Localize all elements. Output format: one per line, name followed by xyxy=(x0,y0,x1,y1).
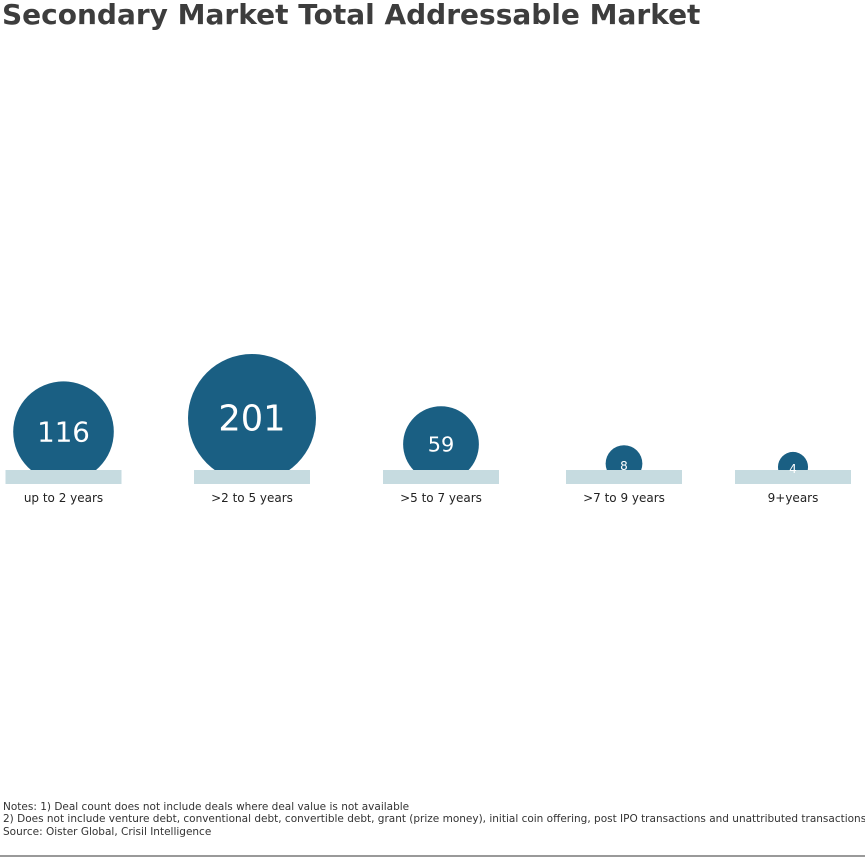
value-label: 116 xyxy=(37,415,90,448)
x-tick-label: >7 to 9 years xyxy=(583,491,665,505)
x-tick-label: up to 2 years xyxy=(24,491,103,505)
chart-title: Secondary Market Total Addressable Marke… xyxy=(2,0,700,31)
base-bar xyxy=(735,470,851,484)
bubble xyxy=(13,381,114,482)
base-bar xyxy=(566,470,682,484)
base-bar xyxy=(194,470,310,484)
value-label: 201 xyxy=(218,398,285,439)
bubble xyxy=(403,406,479,483)
x-tick-label: >2 to 5 years xyxy=(211,491,293,505)
bubble xyxy=(188,354,316,482)
x-tick-label: >5 to 7 years xyxy=(400,491,482,505)
base-bar xyxy=(383,470,499,484)
note: 2) Does not include venture debt, conven… xyxy=(3,813,865,825)
value-label: 4 xyxy=(789,462,797,476)
note: Notes: 1) Deal count does not include de… xyxy=(3,801,409,813)
note: Source: Oister Global, Crisil Intelligen… xyxy=(3,826,211,838)
value-label: 8 xyxy=(620,459,628,473)
base-bar xyxy=(5,470,122,484)
value-label: 59 xyxy=(428,432,455,456)
x-tick-label: 9+years xyxy=(768,491,819,505)
